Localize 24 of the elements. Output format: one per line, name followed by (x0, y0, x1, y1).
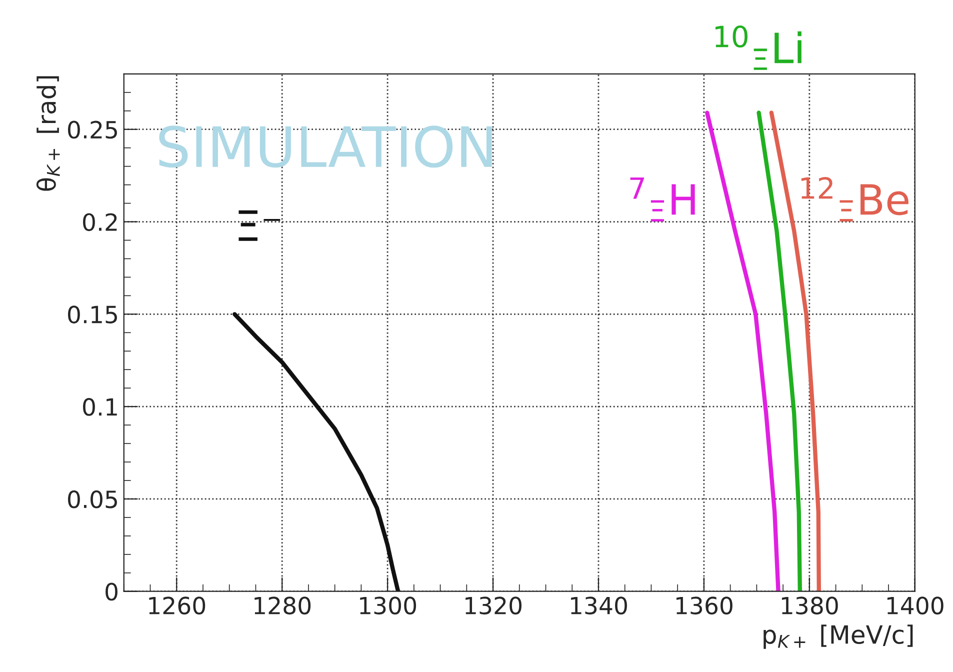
x-tick-label: 1320 (466, 596, 522, 614)
y-axis-title: θ$_{K+}$ [rad] (36, 76, 60, 191)
y-tick-label: 0.05 (68, 490, 117, 508)
annotation: SIMULATION (159, 126, 492, 168)
x-tick-label: 1380 (782, 596, 838, 614)
x-tick-label: 1260 (149, 596, 206, 614)
x-tick-label: 1300 (360, 596, 416, 614)
y-tick-label: 0.15 (68, 306, 117, 324)
series-label: Ξ⁻ (238, 210, 280, 241)
line-series (232, 312, 400, 592)
x-tick-label: 1360 (676, 596, 732, 614)
x-tick-label: 1340 (571, 596, 627, 614)
series-label: $^{10}$$_{Ξ}$Li (716, 25, 802, 70)
line-series (705, 110, 780, 592)
y-tick-label: 0.2 (83, 213, 117, 232)
y-tick-label: 0 (106, 582, 118, 601)
x-tick-label: 1400 (887, 596, 944, 614)
y-tick-label: 0.1 (83, 398, 117, 416)
series-label: $^{7}$$_{Ξ}$H (630, 177, 695, 222)
series-label: $^{12}$$_{Ξ}$Be (801, 177, 908, 222)
x-axis-title: p$_{K+}$ [MeV/c] (764, 624, 913, 649)
line-series (756, 110, 802, 592)
x-tick-label: 1280 (254, 596, 311, 614)
y-tick-label: 0.25 (68, 120, 117, 139)
